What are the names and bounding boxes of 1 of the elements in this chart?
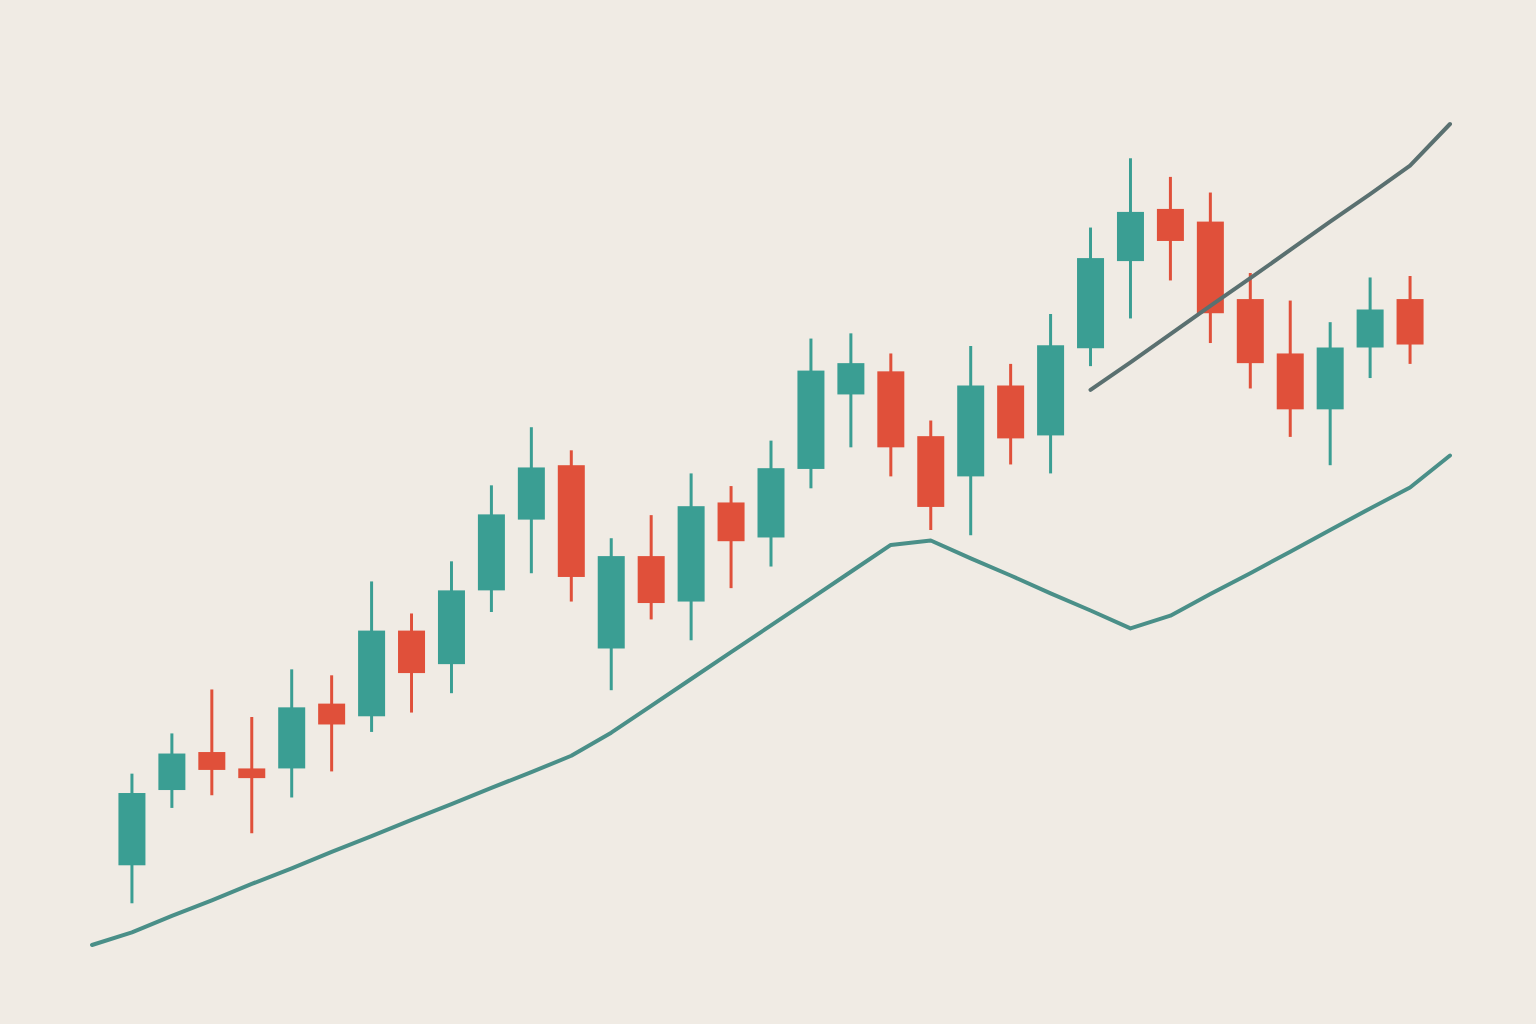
candlestick	[238, 717, 266, 834]
